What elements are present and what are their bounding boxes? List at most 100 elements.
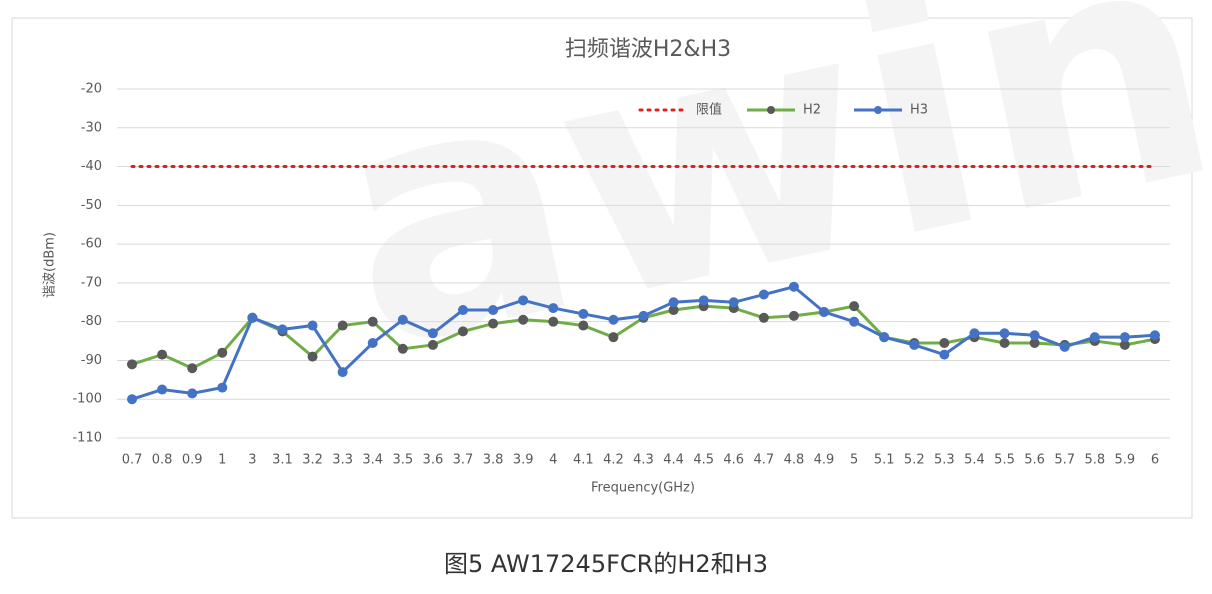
data-point bbox=[788, 281, 799, 292]
data-point bbox=[548, 316, 559, 327]
data-point bbox=[337, 320, 348, 331]
x-tick-label: 5.3 bbox=[934, 453, 955, 468]
x-tick-label: 4.6 bbox=[723, 453, 744, 468]
data-point bbox=[367, 337, 378, 348]
y-tick-label: -90 bbox=[81, 353, 102, 368]
y-tick-label: -40 bbox=[81, 159, 102, 174]
data-point bbox=[1119, 339, 1130, 350]
x-tick-label: 5 bbox=[850, 453, 858, 468]
x-tick-label: 6 bbox=[1151, 453, 1159, 468]
data-point bbox=[397, 314, 408, 325]
data-point bbox=[548, 303, 559, 314]
data-point bbox=[758, 312, 769, 323]
x-tick-label: 4.1 bbox=[573, 453, 594, 468]
data-point bbox=[758, 289, 769, 300]
caption: 图5 AW17245FCR的H2和H3 bbox=[444, 550, 768, 578]
data-point bbox=[909, 339, 920, 350]
x-tick-label: 3.3 bbox=[332, 453, 353, 468]
data-point bbox=[819, 306, 830, 317]
legend-label: H2 bbox=[803, 103, 821, 118]
x-tick-label: 5.6 bbox=[1024, 453, 1045, 468]
x-tick-label: 1 bbox=[218, 453, 226, 468]
data-point bbox=[397, 343, 408, 354]
data-point bbox=[187, 388, 198, 399]
chart-title: 扫频谐波H2&H3 bbox=[565, 37, 731, 62]
data-point bbox=[337, 367, 348, 378]
data-point bbox=[217, 347, 228, 358]
y-tick-label: -100 bbox=[72, 392, 102, 407]
data-point bbox=[578, 320, 589, 331]
data-point bbox=[127, 359, 138, 370]
y-tick-label: -70 bbox=[81, 275, 102, 290]
data-point bbox=[668, 297, 679, 308]
legend-label: 限值 bbox=[696, 102, 722, 118]
data-point bbox=[518, 295, 529, 306]
x-tick-label: 4.2 bbox=[603, 453, 624, 468]
x-tick-label: 5.1 bbox=[874, 453, 895, 468]
y-tick-label: -110 bbox=[72, 431, 102, 446]
data-point bbox=[1059, 341, 1070, 352]
x-tick-label: 0.8 bbox=[152, 453, 173, 468]
data-point bbox=[698, 295, 709, 306]
x-tick-label: 4.4 bbox=[663, 453, 684, 468]
data-point bbox=[879, 332, 890, 343]
data-point bbox=[999, 337, 1010, 348]
x-tick-label: 4.3 bbox=[633, 453, 654, 468]
data-point bbox=[1119, 332, 1130, 343]
data-point bbox=[247, 312, 258, 323]
x-tick-label: 5.5 bbox=[994, 453, 1015, 468]
x-tick-label: 3.2 bbox=[302, 453, 323, 468]
x-tick-label: 5.8 bbox=[1084, 453, 1105, 468]
data-point bbox=[367, 316, 378, 327]
data-point bbox=[457, 326, 468, 337]
y-tick-label: -30 bbox=[81, 120, 102, 135]
data-point bbox=[969, 328, 980, 339]
data-point bbox=[307, 351, 318, 362]
x-tick-label: 0.7 bbox=[122, 453, 143, 468]
x-tick-label: 5.4 bbox=[964, 453, 985, 468]
x-tick-label: 4.8 bbox=[784, 453, 805, 468]
data-point bbox=[1029, 330, 1040, 341]
x-tick-label: 5.9 bbox=[1115, 453, 1136, 468]
x-tick-label: 5.7 bbox=[1054, 453, 1075, 468]
y-tick-label: -60 bbox=[81, 237, 102, 252]
data-point bbox=[518, 314, 529, 325]
legend-marker bbox=[874, 106, 882, 114]
data-point bbox=[638, 310, 649, 321]
data-point bbox=[849, 301, 860, 312]
data-point bbox=[488, 305, 499, 316]
x-tick-label: 0.9 bbox=[182, 453, 203, 468]
data-point bbox=[999, 328, 1010, 339]
data-point bbox=[427, 339, 438, 350]
x-tick-label: 3 bbox=[248, 453, 256, 468]
x-axis-label: Frequency(GHz) bbox=[591, 481, 695, 496]
data-point bbox=[157, 384, 168, 395]
data-point bbox=[849, 316, 860, 327]
data-point bbox=[668, 305, 679, 316]
x-tick-label: 5.2 bbox=[904, 453, 925, 468]
data-point bbox=[1029, 337, 1040, 348]
legend-marker bbox=[767, 106, 775, 114]
x-tick-label: 4 bbox=[549, 453, 557, 468]
x-tick-label: 3.8 bbox=[483, 453, 504, 468]
x-tick-label: 3.4 bbox=[362, 453, 383, 468]
data-point bbox=[939, 349, 950, 360]
y-tick-label: -20 bbox=[81, 82, 102, 97]
data-point bbox=[488, 318, 499, 329]
x-tick-label: 3.5 bbox=[392, 453, 413, 468]
data-point bbox=[939, 337, 950, 348]
x-tick-label: 3.1 bbox=[272, 453, 293, 468]
x-tick-label: 3.7 bbox=[453, 453, 474, 468]
data-point bbox=[728, 297, 739, 308]
data-point bbox=[578, 308, 589, 319]
data-point bbox=[457, 305, 468, 316]
data-point bbox=[127, 394, 138, 405]
x-tick-label: 4.9 bbox=[814, 453, 835, 468]
data-point bbox=[157, 349, 168, 360]
data-point bbox=[608, 314, 619, 325]
x-tick-label: 3.9 bbox=[513, 453, 534, 468]
x-tick-label: 3.6 bbox=[423, 453, 444, 468]
data-point bbox=[1089, 332, 1100, 343]
data-point bbox=[307, 320, 318, 331]
